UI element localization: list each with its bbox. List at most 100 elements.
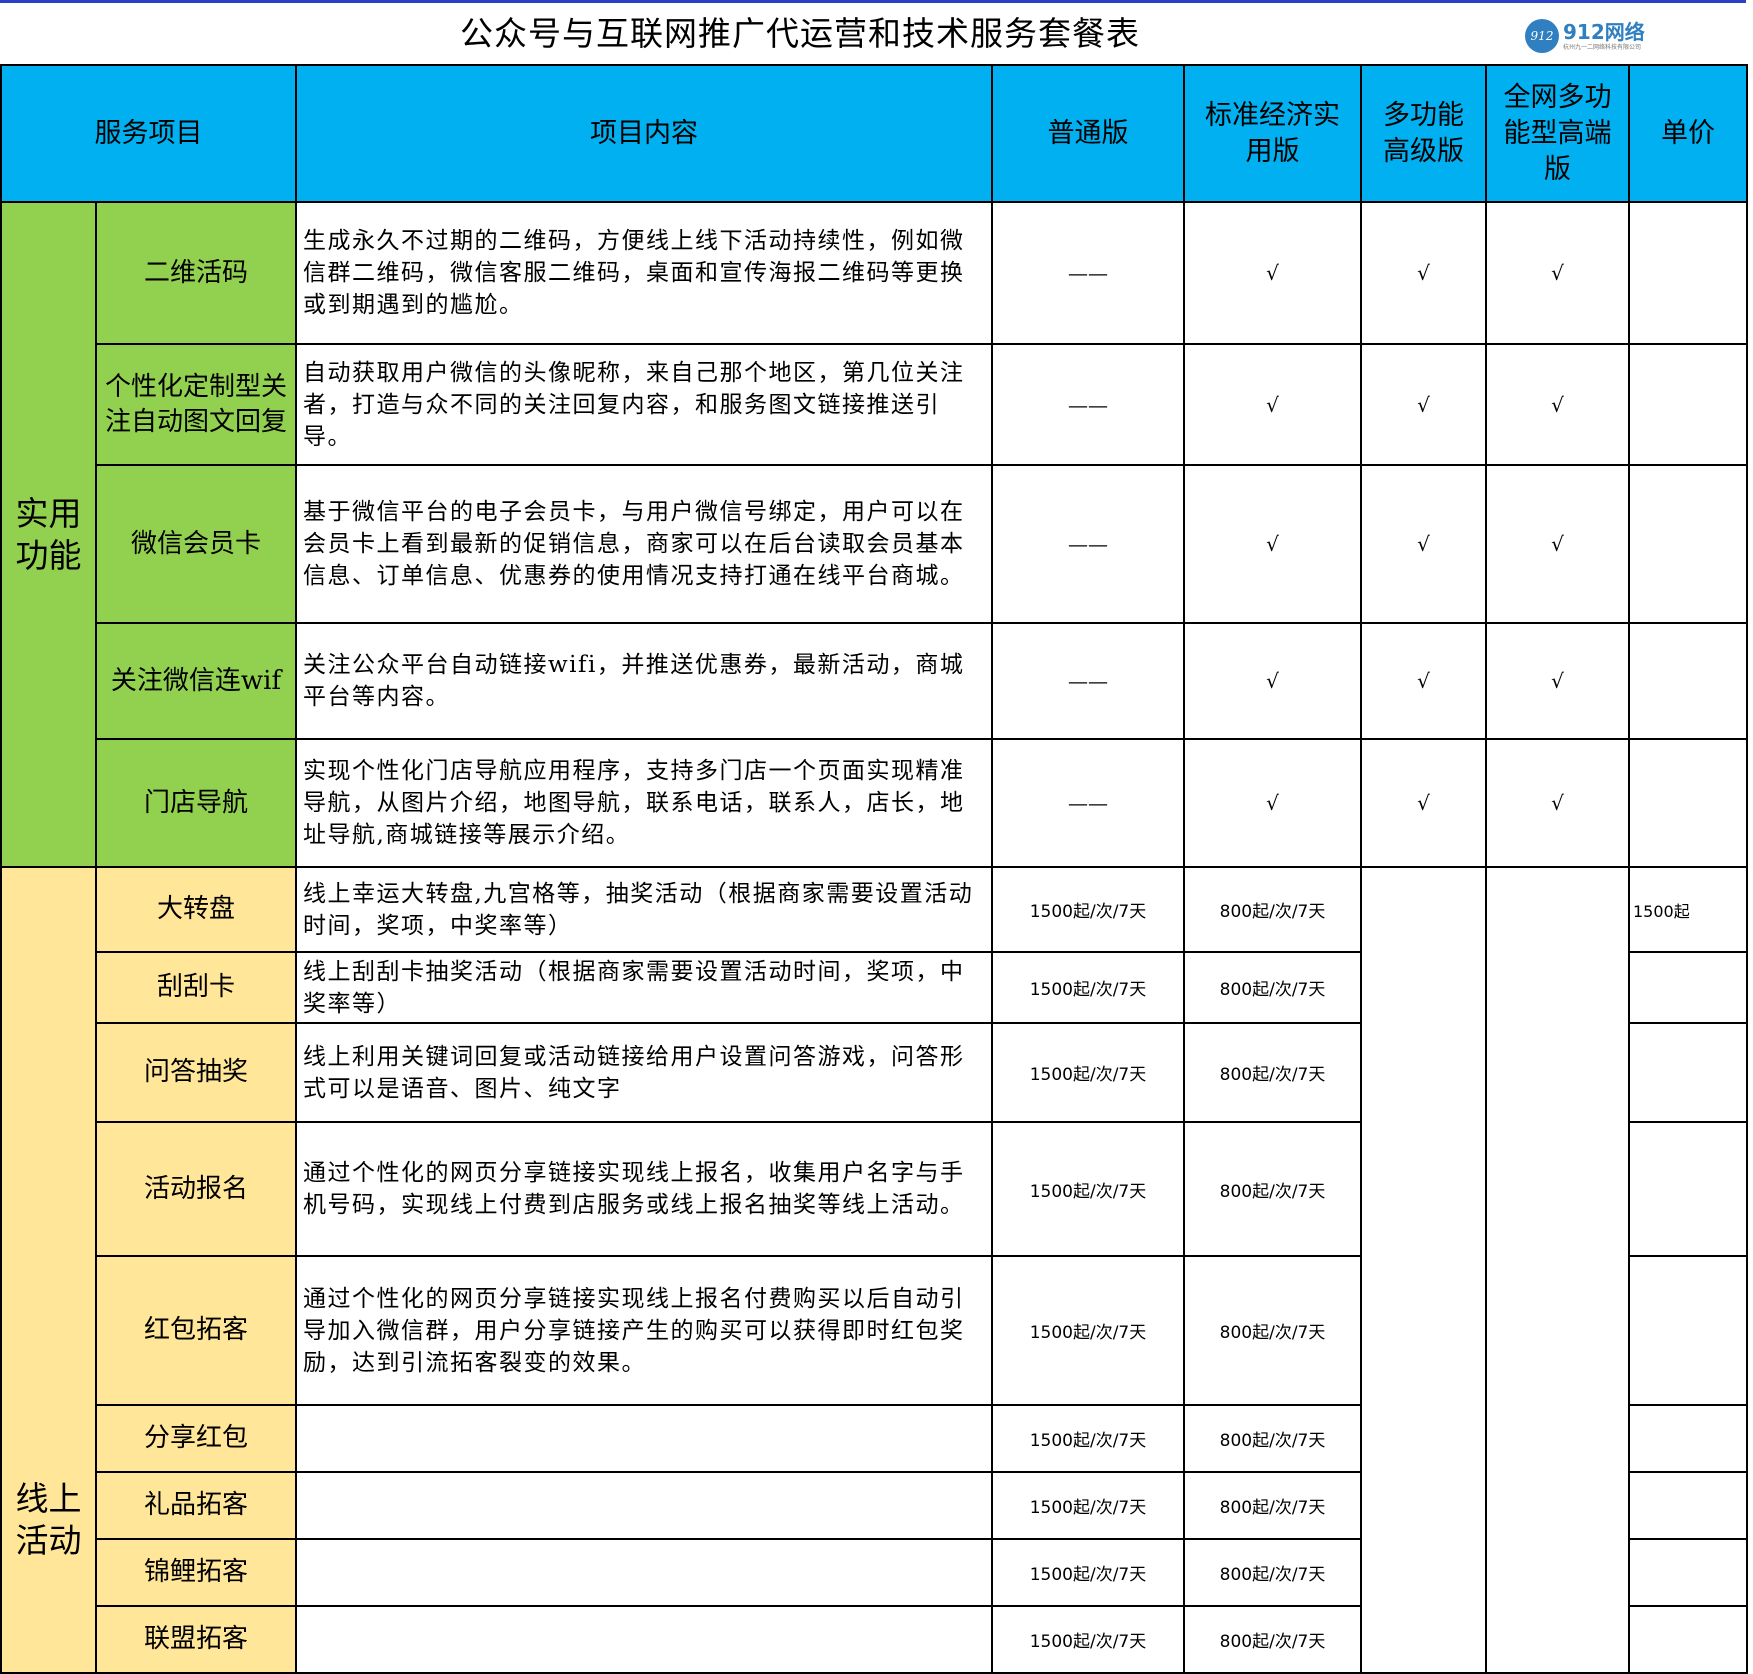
basic-price: 1500起/次/7天 [991,1255,1185,1406]
unit-price [1628,1121,1748,1257]
category-cell: 线上活动 [0,866,97,1674]
service-name: 二维活码 [95,201,297,345]
header-content: 项目内容 [295,64,993,203]
service-name: 门店导航 [95,738,297,868]
basic-price: 1500起/次/7天 [991,1605,1185,1674]
basic-price: 1500起/次/7天 [991,951,1185,1024]
unit-price [1628,201,1748,345]
basic-cell: —— [991,622,1185,740]
advanced-check-icon: √ [1360,464,1487,624]
table-row: 门店导航 实现个性化门店导航应用程序，支持多门店一个页面实现精准导航，从图片介绍，… [1,738,1748,868]
advanced-check-icon: √ [1360,622,1487,740]
basic-cell: —— [991,201,1185,345]
basic-cell: —— [991,464,1185,624]
basic-price: 1500起/次/7天 [991,1404,1185,1473]
service-name: 刮刮卡 [95,951,297,1024]
premium-check-icon: √ [1485,738,1630,868]
unit-price: 1500起 [1628,866,1748,953]
company-logo: 912 912网络 杭州九一二网络科技有限公司 [1525,16,1645,56]
basic-cell: —— [991,738,1185,868]
unit-price [1628,1022,1748,1123]
table-row: 问答抽奖 线上利用关键词回复或活动链接给用户设置问答游戏，问答形式可以是语音、图片… [1,1022,1748,1123]
table-row: 礼品拓客 1500起/次/7天 800起/次/7天 [1,1471,1748,1540]
basic-price: 1500起/次/7天 [991,1538,1185,1607]
standard-check-icon: √ [1183,343,1362,466]
service-description: 通过个性化的网页分享链接实现线上报名付费购买以后自动引导加入微信群，用户分享链接… [295,1255,993,1406]
table-row: 微信会员卡 基于微信平台的电子会员卡，与用户微信号绑定，用户可以在会员卡上看到最新… [1,464,1748,624]
standard-check-icon: √ [1183,738,1362,868]
service-name: 礼品拓客 [95,1471,297,1540]
table-row: 活动报名 通过个性化的网页分享链接实现线上报名，收集用户名字与手机号码，实现线上付… [1,1121,1748,1257]
service-description [295,1605,993,1674]
premium-check-icon: √ [1485,464,1630,624]
service-description: 基于微信平台的电子会员卡，与用户微信号绑定，用户可以在会员卡上看到最新的促销信息… [295,464,993,624]
service-description: 线上幸运大转盘,九宫格等，抽奖活动（根据商家需要设置活动时间，奖项，中奖率等） [295,866,993,953]
premium-check-icon: √ [1485,343,1630,466]
premium-merged-cell [1485,866,1630,1674]
unit-price [1628,1471,1748,1540]
page-title: 公众号与互联网推广代运营和技术服务套餐表 [460,14,1140,53]
basic-price: 1500起/次/7天 [991,1022,1185,1123]
header-basic: 普通版 [991,64,1185,203]
header-unit-price: 单价 [1628,64,1748,203]
unit-price [1628,1605,1748,1674]
category-cell: 实用功能 [0,201,97,868]
unit-price [1628,951,1748,1024]
table-row: 关注微信连wif 关注公众平台自动链接wifi，并推送优惠券，最新活动，商城平台等… [1,622,1748,740]
basic-cell: —— [991,343,1185,466]
advanced-check-icon: √ [1360,343,1487,466]
service-description: 自动获取用户微信的头像昵称，来自己那个地区，第几位关注者，打造与众不同的关注回复… [295,343,993,466]
standard-price: 800起/次/7天 [1183,1471,1362,1540]
table-row: 红包拓客 通过个性化的网页分享链接实现线上报名付费购买以后自动引导加入微信群，用户… [1,1255,1748,1406]
service-description: 关注公众平台自动链接wifi，并推送优惠券，最新活动，商城平台等内容。 [295,622,993,740]
premium-check-icon: √ [1485,622,1630,740]
advanced-check-icon: √ [1360,738,1487,868]
service-description [295,1538,993,1607]
standard-price: 800起/次/7天 [1183,1404,1362,1473]
service-description: 线上刮刮卡抽奖活动（根据商家需要设置活动时间，奖项，中奖率等） [295,951,993,1024]
logo-text: 912网络 [1563,19,1645,44]
header-standard: 标准经济实用版 [1183,64,1362,203]
basic-price: 1500起/次/7天 [991,1121,1185,1257]
standard-price: 800起/次/7天 [1183,1255,1362,1406]
standard-price: 800起/次/7天 [1183,951,1362,1024]
service-name: 关注微信连wif [95,622,297,740]
service-description: 生成永久不过期的二维码，方便线上线下活动持续性，例如微信群二维码，微信客服二维码… [295,201,993,345]
service-description [295,1471,993,1540]
header-service-item: 服务项目 [0,64,297,203]
unit-price [1628,1538,1748,1607]
table-row: 个性化定制型关注自动图文回复 自动获取用户微信的头像昵称，来自己那个地区，第几位关… [1,343,1748,466]
logo-subtext: 杭州九一二网络科技有限公司 [1563,43,1642,51]
unit-price [1628,464,1748,624]
service-name: 微信会员卡 [95,464,297,624]
unit-price [1628,738,1748,868]
logo-mark-icon: 912 [1525,19,1559,53]
header-premium: 全网多功能型高端版 [1485,64,1630,203]
standard-price: 800起/次/7天 [1183,1605,1362,1674]
service-name: 问答抽奖 [95,1022,297,1123]
premium-check-icon: √ [1485,201,1630,345]
service-name: 联盟拓客 [95,1605,297,1674]
service-description: 线上利用关键词回复或活动链接给用户设置问答游戏，问答形式可以是语音、图片、纯文字 [295,1022,993,1123]
service-package-table: 服务项目 项目内容 普通版 标准经济实用版 多功能高级版 全网多功能型高端版 单… [0,64,1748,1674]
header-row: 服务项目 项目内容 普通版 标准经济实用版 多功能高级版 全网多功能型高端版 单… [0,64,1748,203]
service-name: 红包拓客 [95,1255,297,1406]
standard-check-icon: √ [1183,464,1362,624]
unit-price [1628,1255,1748,1406]
advanced-merged-cell [1360,866,1487,1674]
standard-price: 800起/次/7天 [1183,1538,1362,1607]
service-name: 个性化定制型关注自动图文回复 [95,343,297,466]
table-row: 锦鲤拓客 1500起/次/7天 800起/次/7天 [1,1538,1748,1607]
standard-price: 800起/次/7天 [1183,866,1362,953]
unit-price [1628,622,1748,740]
service-description: 实现个性化门店导航应用程序，支持多门店一个页面实现精准导航，从图片介绍，地图导航… [295,738,993,868]
table-row: 分享红包 1500起/次/7天 800起/次/7天 [1,1404,1748,1473]
basic-price: 1500起/次/7天 [991,1471,1185,1540]
service-name: 分享红包 [95,1404,297,1473]
table-row: 刮刮卡 线上刮刮卡抽奖活动（根据商家需要设置活动时间，奖项，中奖率等） 1500起/… [1,951,1748,1024]
service-description [295,1404,993,1473]
standard-check-icon: √ [1183,622,1362,740]
service-name: 锦鲤拓客 [95,1538,297,1607]
standard-check-icon: √ [1183,201,1362,345]
top-border [0,0,1746,3]
